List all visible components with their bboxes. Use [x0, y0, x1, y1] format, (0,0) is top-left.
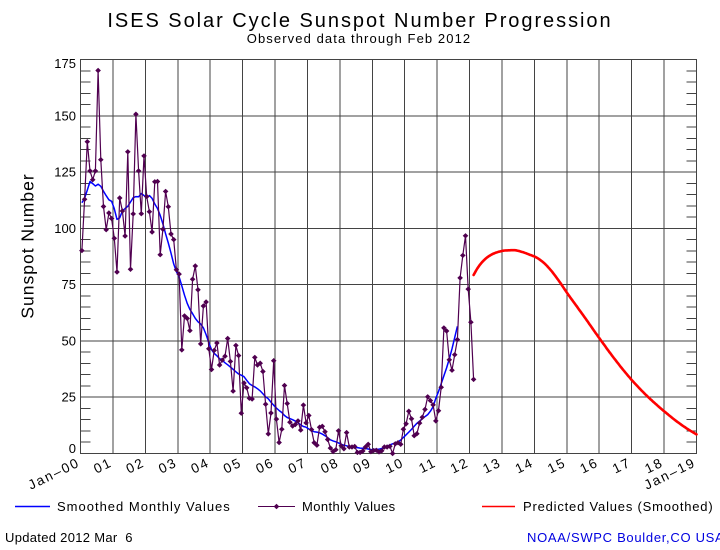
svg-text:03: 03 — [156, 455, 179, 477]
svg-text:50: 50 — [62, 333, 76, 348]
svg-text:04: 04 — [189, 455, 212, 477]
svg-text:06: 06 — [253, 455, 276, 477]
svg-text:18: 18 — [642, 455, 665, 477]
svg-text:Predicted Values (Smoothed): Predicted Values (Smoothed) — [523, 499, 713, 514]
svg-text:02: 02 — [124, 455, 147, 477]
svg-text:Observed data through Feb 2012: Observed data through Feb 2012 — [247, 31, 472, 46]
svg-text:11: 11 — [416, 455, 439, 476]
svg-text:125: 125 — [54, 165, 76, 180]
svg-text:NOAA/SWPC Boulder,CO USA: NOAA/SWPC Boulder,CO USA — [527, 530, 720, 545]
svg-text:01: 01 — [91, 455, 114, 477]
svg-text:17: 17 — [610, 455, 633, 477]
svg-text:Smoothed Monthly Values: Smoothed Monthly Values — [57, 499, 231, 514]
svg-text:Monthly Values: Monthly Values — [302, 499, 396, 514]
svg-text:10: 10 — [383, 455, 406, 477]
svg-text:0: 0 — [69, 441, 76, 456]
svg-text:25: 25 — [62, 390, 76, 405]
svg-text:150: 150 — [54, 108, 76, 123]
svg-text:175: 175 — [54, 56, 76, 71]
svg-text:15: 15 — [545, 455, 568, 477]
svg-text:12: 12 — [448, 455, 471, 477]
svg-text:05: 05 — [221, 455, 244, 477]
svg-text:100: 100 — [54, 221, 76, 236]
svg-text:75: 75 — [62, 277, 76, 292]
svg-text:14: 14 — [513, 455, 536, 477]
svg-text:09: 09 — [351, 455, 374, 477]
svg-text:Updated 2012 Mar 6: Updated 2012 Mar 6 — [5, 530, 133, 545]
svg-text:13: 13 — [480, 455, 503, 477]
svg-text:07: 07 — [286, 455, 309, 477]
svg-text:ISES Solar Cycle Sunspot Numbe: ISES Solar Cycle Sunspot Number Progress… — [107, 10, 612, 32]
svg-text:08: 08 — [318, 455, 341, 477]
svg-text:Sunspot Number: Sunspot Number — [18, 173, 38, 318]
svg-text:16: 16 — [578, 455, 601, 477]
